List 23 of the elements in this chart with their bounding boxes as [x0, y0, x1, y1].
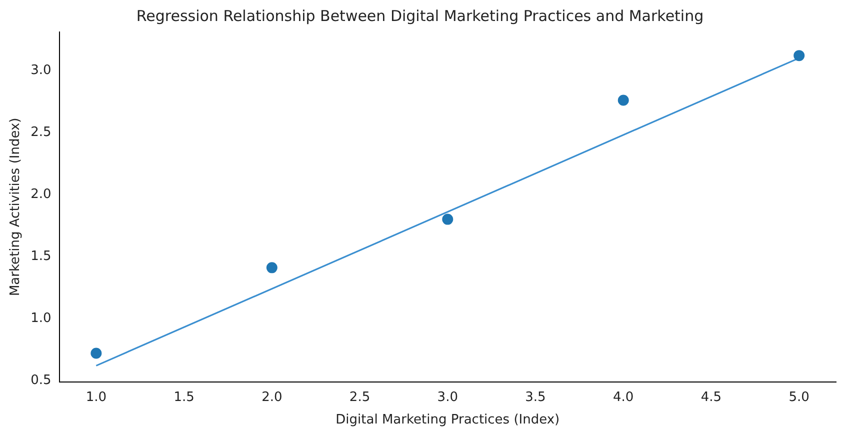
point [266, 262, 278, 274]
x-tick-label: 2.0 [262, 390, 282, 405]
point [794, 50, 805, 62]
y-tick-label: 2.0 [30, 186, 52, 202]
y-tick-label: 1.0 [30, 310, 52, 326]
y-axis-title: Marketing Activities (Index) [8, 118, 24, 296]
x-axis-title: Digital Marketing Practices (Index) [336, 412, 560, 428]
y-tick-label: 1.5 [30, 248, 52, 264]
x-tick-label: 1.0 [86, 390, 107, 405]
point [618, 94, 629, 106]
y-tick-label: 2.5 [30, 124, 52, 140]
point [90, 348, 102, 359]
x-tick-label: 4.0 [613, 390, 634, 405]
x-tick-label: 1.5 [174, 390, 194, 405]
x-tick-label: 4.5 [700, 390, 722, 405]
chart-title: Regression Relationship Between Digital Marketing Practices and Marketing [136, 6, 704, 25]
y-tick-label: 0.5 [30, 372, 52, 388]
point [442, 214, 454, 225]
x-tick-label: 3.0 [437, 390, 458, 405]
x-tick-label: 3.5 [525, 390, 546, 405]
x-tick-label: 2.5 [349, 390, 370, 405]
x-tick-label: 5.0 [788, 390, 810, 405]
y-tick-label: 3.0 [30, 62, 52, 78]
